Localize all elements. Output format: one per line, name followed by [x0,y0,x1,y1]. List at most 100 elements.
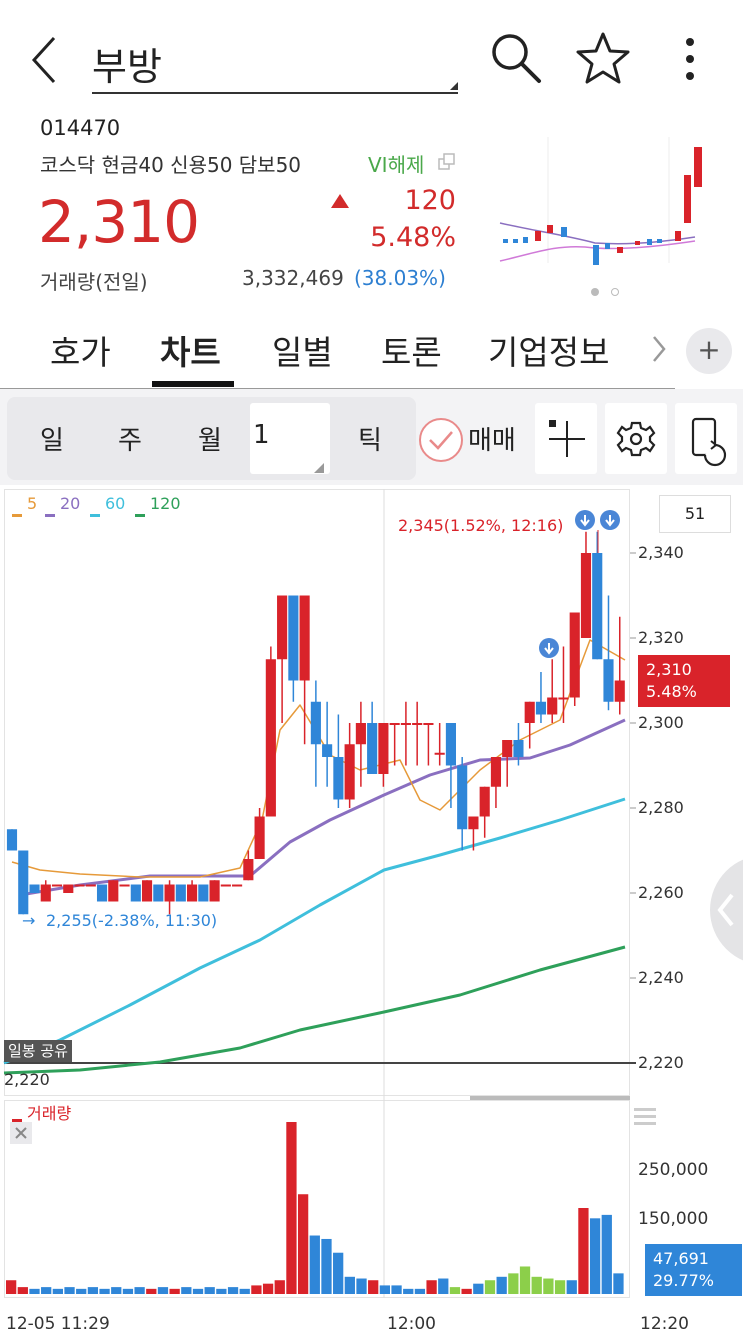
y-tick-label: 2,340 [638,543,684,562]
high-annotation: 2,345(1.52%, 12:16) [398,516,564,535]
tick-interval-select[interactable] [250,403,330,474]
volume-bar [496,1276,507,1294]
candle-up [40,884,51,902]
period-selector [7,397,416,480]
period-month-button[interactable]: 월 [198,426,222,456]
candle-up [558,697,569,700]
candle-up [220,884,231,887]
volume-bar [111,1287,122,1294]
rotate-screen-button[interactable] [675,403,737,474]
volume-bar [461,1288,472,1294]
page-dot [610,282,620,301]
share-value: 2,220 [4,1070,50,1089]
dropdown-corner-icon [450,82,458,90]
candle-down [153,884,164,902]
tab-daily[interactable]: 일별 [272,333,333,372]
candle-up [209,880,220,902]
add-tab-button[interactable]: + [686,328,732,374]
volume-bar [578,1208,589,1294]
legend-ma20-swatch [45,503,55,522]
candle-up [299,595,310,681]
volume-bar [344,1276,355,1294]
daily-share-label[interactable]: 일봉 공유 [4,1040,72,1062]
volume-bar [286,1122,297,1294]
candle-up [243,859,254,881]
header: 부방 [0,0,743,110]
candle-up [187,884,198,902]
mini-chart-thumbnail[interactable] [495,135,710,290]
chevron-right-icon[interactable] [650,334,668,368]
candle-up [423,723,434,725]
volume-bar [321,1238,332,1294]
tab-company-info[interactable]: 기업정보 [488,333,610,372]
copy-icon[interactable] [437,152,457,176]
candle-up [119,884,130,887]
stock-name-field[interactable]: 부방 [92,45,162,89]
vi-status-label[interactable]: VI해제 [368,153,425,177]
volume-bar [356,1278,367,1294]
volume-legend: 거래량 [27,1104,72,1123]
side-drawer-handle[interactable] [710,855,743,965]
candle-up [141,880,153,902]
tab-discussion[interactable]: 토론 [381,333,442,372]
volume-bar [17,1287,28,1294]
panel-handle-icon[interactable] [634,1106,656,1132]
volume-label: 거래량(전일) [40,270,148,294]
candle-up [434,752,445,755]
candle-down [513,740,524,757]
volume-bar [122,1288,134,1294]
tab-divider [0,388,675,389]
volume-bar [391,1285,402,1294]
search-icon[interactable] [488,30,544,86]
legend-ma20: 20 [60,494,81,513]
tab-chart[interactable]: 차트 [160,333,221,372]
candle-up [580,553,592,638]
crosshair-button[interactable] [535,403,597,474]
volume-bar [613,1273,624,1294]
crosshair-icon [549,420,585,457]
tab-orderbook[interactable]: 호가 [50,333,111,372]
star-favorite-icon[interactable] [574,30,632,86]
candle-up [389,723,400,725]
down-arrow-glyph-icon [580,515,590,527]
candle-up [547,697,558,715]
candle-down [29,884,40,893]
candle-up [277,595,288,660]
tab-bar: 호가 차트 일별 토론 기업정보 [0,318,743,388]
settings-button[interactable] [605,403,667,474]
price-chart-panel[interactable] [4,489,630,1096]
y-tick-label: 2,220 [638,1053,684,1072]
more-menu-icon[interactable] [680,36,700,82]
bar-count-box[interactable]: 51 [659,495,731,533]
period-day-button[interactable]: 일 [40,426,64,456]
period-tick-button[interactable]: 틱 [358,426,382,456]
candle-up [400,723,411,725]
volume-bar [531,1276,542,1294]
candle-up [344,744,355,800]
trade-toggle-label[interactable]: 매매 [468,426,516,456]
volume-bar [543,1278,554,1294]
y-tick-label: 2,240 [638,968,684,987]
trade-check-icon[interactable] [418,417,464,467]
vol-tick-label: 250,000 [638,1160,709,1180]
volume-bar [333,1252,344,1294]
period-week-button[interactable]: 주 [118,426,142,456]
volume-bar [426,1280,437,1294]
legend-ma60: 60 [105,494,126,513]
legend-ma60-swatch [90,503,100,522]
candle-down [175,884,186,902]
candle-down [367,723,378,774]
volume-bar [554,1280,566,1294]
back-arrow-icon[interactable] [28,34,60,86]
close-icon[interactable] [10,1122,32,1148]
market-info: 코스닥 현금40 신용50 담보50 [40,153,302,177]
stock-code: 014470 [40,116,121,140]
volume-bar [76,1288,87,1294]
y-tick-label: 2,260 [638,883,684,902]
candle-up [355,723,366,745]
volume-bar [227,1287,239,1294]
legend-ma120: 120 [150,494,181,513]
scroll-indicator [470,1096,630,1100]
